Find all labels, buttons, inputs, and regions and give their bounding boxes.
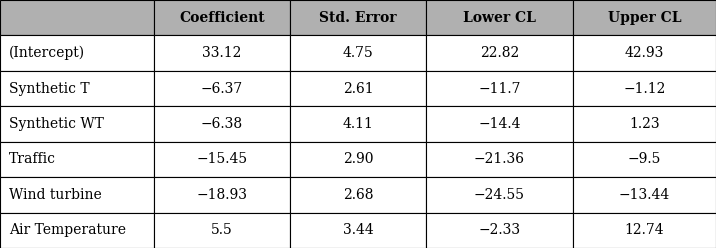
Bar [290, 106, 426, 142]
Bar [154, 106, 290, 142]
Text: −1.12: −1.12 [623, 82, 666, 95]
Text: 12.74: 12.74 [624, 223, 664, 237]
Text: 2.68: 2.68 [343, 188, 373, 202]
Bar [290, 35, 426, 71]
Text: −14.4: −14.4 [478, 117, 521, 131]
Text: 2.61: 2.61 [343, 82, 373, 95]
Bar [0, 71, 154, 106]
Bar [573, 0, 716, 35]
Bar [290, 213, 426, 248]
Text: −2.33: −2.33 [478, 223, 521, 237]
Text: 5.5: 5.5 [211, 223, 233, 237]
Text: 4.11: 4.11 [342, 117, 374, 131]
Bar [426, 71, 573, 106]
Bar [154, 177, 290, 213]
Bar [0, 213, 154, 248]
Text: Wind turbine: Wind turbine [9, 188, 102, 202]
Bar [426, 106, 573, 142]
Text: 2.90: 2.90 [343, 153, 373, 166]
Bar [573, 71, 716, 106]
Text: Synthetic T: Synthetic T [9, 82, 90, 95]
Bar [573, 177, 716, 213]
Bar [426, 35, 573, 71]
Text: −6.37: −6.37 [200, 82, 243, 95]
Text: Traffic: Traffic [9, 153, 56, 166]
Bar [426, 213, 573, 248]
Text: 4.75: 4.75 [343, 46, 373, 60]
Bar [573, 106, 716, 142]
Text: 22.82: 22.82 [480, 46, 519, 60]
Text: −11.7: −11.7 [478, 82, 521, 95]
Bar [426, 0, 573, 35]
Bar [290, 71, 426, 106]
Text: 33.12: 33.12 [203, 46, 241, 60]
Bar [573, 142, 716, 177]
Bar [154, 142, 290, 177]
Text: 42.93: 42.93 [625, 46, 664, 60]
Bar [290, 177, 426, 213]
Text: Std. Error: Std. Error [319, 11, 397, 25]
Text: Coefficient: Coefficient [179, 11, 265, 25]
Text: 1.23: 1.23 [629, 117, 659, 131]
Bar [290, 0, 426, 35]
Bar [0, 142, 154, 177]
Bar [0, 106, 154, 142]
Text: Upper CL: Upper CL [608, 11, 681, 25]
Bar [426, 177, 573, 213]
Bar [290, 142, 426, 177]
Bar [0, 0, 154, 35]
Text: −6.38: −6.38 [201, 117, 243, 131]
Bar [154, 0, 290, 35]
Text: −21.36: −21.36 [474, 153, 525, 166]
Text: Air Temperature: Air Temperature [9, 223, 125, 237]
Text: (Intercept): (Intercept) [9, 46, 84, 60]
Bar [573, 213, 716, 248]
Text: −24.55: −24.55 [474, 188, 525, 202]
Bar [426, 142, 573, 177]
Bar [154, 213, 290, 248]
Text: Lower CL: Lower CL [463, 11, 536, 25]
Text: Synthetic WT: Synthetic WT [9, 117, 104, 131]
Text: −9.5: −9.5 [628, 153, 661, 166]
Text: 3.44: 3.44 [343, 223, 373, 237]
Bar [573, 35, 716, 71]
Bar [0, 35, 154, 71]
Text: −18.93: −18.93 [196, 188, 248, 202]
Bar [154, 71, 290, 106]
Bar [0, 177, 154, 213]
Text: −15.45: −15.45 [196, 153, 248, 166]
Bar [154, 35, 290, 71]
Text: −13.44: −13.44 [619, 188, 670, 202]
